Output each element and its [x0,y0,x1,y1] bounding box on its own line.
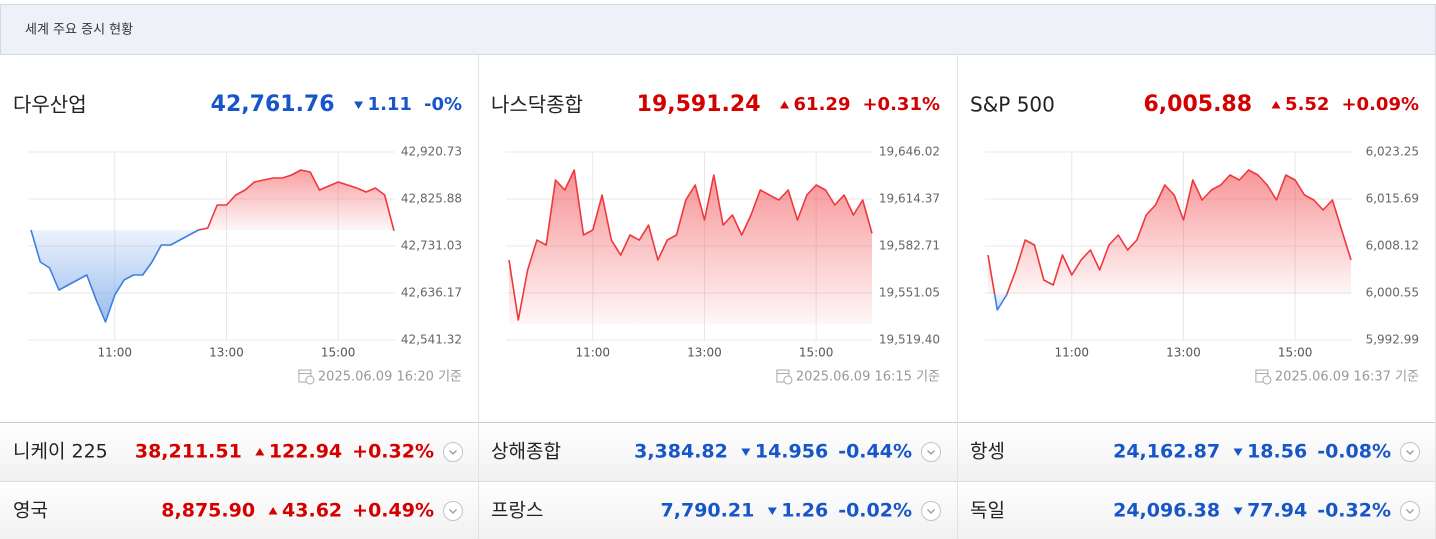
price: 8,875.90 [161,500,255,522]
y-tick-label: 19,519.40 [879,333,940,347]
change-value: 77.94 [1247,500,1307,522]
change-rate: -0.02% [838,500,912,522]
change-arrow [1271,101,1281,109]
x-tick-label: 15:00 [1278,346,1313,360]
change-arrow [767,507,777,515]
price-area [31,170,394,322]
expand-button[interactable] [921,442,941,462]
change-rate: -0.32% [1317,500,1391,522]
change-arrow [1233,448,1243,456]
change-rate: +0.31% [862,94,940,115]
index-name: 프랑스 [491,500,543,522]
expand-button[interactable] [1400,442,1420,462]
header-bar [0,4,1436,55]
expand-button[interactable] [443,442,463,462]
x-tick-label: 13:00 [1166,346,1201,360]
change-arrow [354,101,364,109]
timestamp: 2025.06.09 16:20 기준 [318,370,462,385]
index-name: 니케이 225 [13,441,108,463]
y-tick-label: 19,582.71 [879,239,940,253]
expand-chevron [449,509,457,514]
y-tick-label: 42,636.17 [401,286,462,300]
change-value: 1.26 [781,500,828,522]
expand-chevron [927,509,935,514]
y-tick-label: 19,614.37 [879,191,940,205]
expand-chevron [1406,450,1414,455]
change-arrow [255,448,265,456]
expand-button[interactable] [921,501,941,521]
y-tick-label: 6,000.55 [1366,286,1419,300]
change-rate: +0.09% [1341,94,1419,115]
expand-chevron [449,450,457,455]
x-tick-label: 15:00 [321,346,356,360]
price-line [508,169,873,321]
expand-chevron [927,450,935,455]
price: 19,591.24 [637,92,761,117]
index-name: 상해종합 [491,441,561,463]
price-area [988,170,1351,310]
price: 7,790.21 [661,500,755,522]
change-arrow [741,448,751,456]
change-arrow [780,101,790,109]
clock-icon [305,375,315,385]
price: 42,761.76 [211,92,335,117]
x-tick-label: 13:00 [209,346,244,360]
y-tick-label: 6,023.25 [1366,145,1419,159]
index-name: 독일 [970,500,1005,522]
price-line [30,169,395,323]
index-name: 나스닥종합 [491,93,583,117]
x-tick-label: 11:00 [575,346,610,360]
y-tick-label: 42,541.32 [401,333,462,347]
expand-button[interactable] [443,501,463,521]
clock-icon [783,375,793,385]
expand-button[interactable] [1400,501,1420,521]
header-title: 세계 주요 증시 현황 [25,23,133,38]
x-tick-label: 13:00 [687,346,722,360]
y-tick-label: 6,008.12 [1366,239,1419,253]
x-tick-label: 15:00 [799,346,834,360]
timestamp: 2025.06.09 16:15 기준 [796,370,940,385]
change-value: 1.11 [368,94,412,115]
y-tick-label: 42,920.73 [401,145,462,159]
row-background [0,422,1436,481]
price: 6,005.88 [1143,92,1252,117]
clock-icon [1262,375,1272,385]
price: 24,096.38 [1113,500,1220,522]
price-area [509,170,872,325]
change-arrow [1233,507,1243,515]
change-value: 18.56 [1247,441,1307,463]
change-rate: -0.44% [838,441,912,463]
index-name: 다우산업 [13,93,87,117]
index-name: 영국 [13,500,48,522]
y-tick-label: 19,646.02 [879,145,940,159]
x-tick-label: 11:00 [1054,346,1089,360]
change-value: 14.956 [755,441,828,463]
change-rate: +0.32% [352,441,434,463]
change-rate: -0.08% [1317,441,1391,463]
row-background [0,481,1436,539]
y-tick-label: 5,992.99 [1366,333,1419,347]
price: 38,211.51 [135,441,242,463]
expand-chevron [1406,509,1414,514]
price: 24,162.87 [1113,441,1220,463]
timestamp: 2025.06.09 16:37 기준 [1275,370,1419,385]
change-value: 61.29 [794,94,851,115]
price: 3,384.82 [634,441,728,463]
x-tick-label: 11:00 [97,346,132,360]
index-name: S&P 500 [970,93,1055,117]
y-tick-label: 6,015.69 [1366,191,1419,205]
index-name: 항셍 [970,441,1005,463]
y-tick-label: 42,825.88 [401,191,462,205]
change-rate: +0.49% [352,500,434,522]
y-tick-label: 19,551.05 [879,286,940,300]
change-rate: -0% [424,94,462,115]
change-value: 5.52 [1285,94,1329,115]
change-value: 122.94 [269,441,342,463]
change-arrow [268,507,278,515]
price-line [987,169,1352,311]
change-value: 43.62 [282,500,342,522]
y-tick-label: 42,731.03 [401,238,462,252]
